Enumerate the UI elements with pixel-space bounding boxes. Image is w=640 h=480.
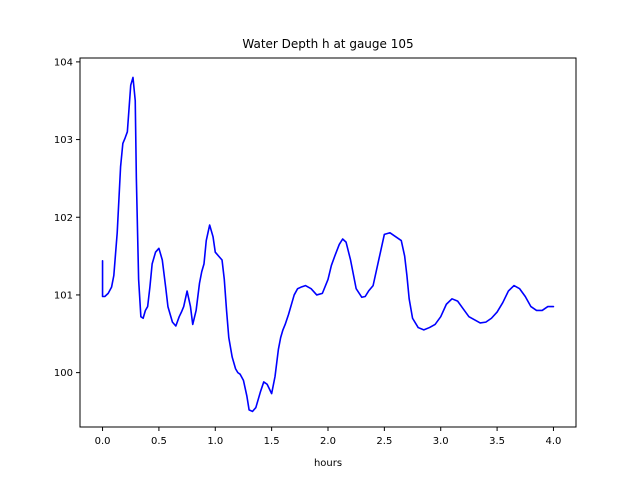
y-axis-ticks: 100 101 102 103 104 — [54, 57, 80, 379]
x-tick-label: 1.5 — [264, 436, 280, 447]
x-tick-label: 0.0 — [95, 436, 111, 447]
y-tick-label: 103 — [54, 135, 73, 146]
y-tick-label: 102 — [54, 213, 73, 224]
x-tick-label: 2.5 — [376, 436, 392, 447]
plot-area: 0.0 0.5 1.0 1.5 2.0 2.5 3.0 3.5 4.0 100 101 102 103… — [54, 57, 577, 447]
chart-title: Water Depth h at gauge 105 — [242, 37, 413, 51]
y-tick-label: 104 — [54, 57, 73, 68]
x-tick-label: 2.0 — [320, 436, 336, 447]
x-axis-label: hours — [314, 458, 342, 469]
series-layer — [101, 76, 555, 413]
x-tick-label: 1.0 — [207, 436, 223, 447]
y-tick-label: 101 — [54, 290, 73, 301]
y-tick-label: 100 — [54, 368, 73, 379]
x-tick-label: 4.0 — [546, 436, 562, 447]
x-tick-label: 0.5 — [151, 436, 167, 447]
x-axis-ticks: 0.0 0.5 1.0 1.5 2.0 2.5 3.0 3.5 4.0 — [95, 427, 562, 447]
x-tick-label: 3.5 — [489, 436, 505, 447]
x-tick-label: 3.0 — [433, 436, 449, 447]
series-line-0 — [101, 76, 555, 413]
plot-frame — [79, 57, 577, 428]
